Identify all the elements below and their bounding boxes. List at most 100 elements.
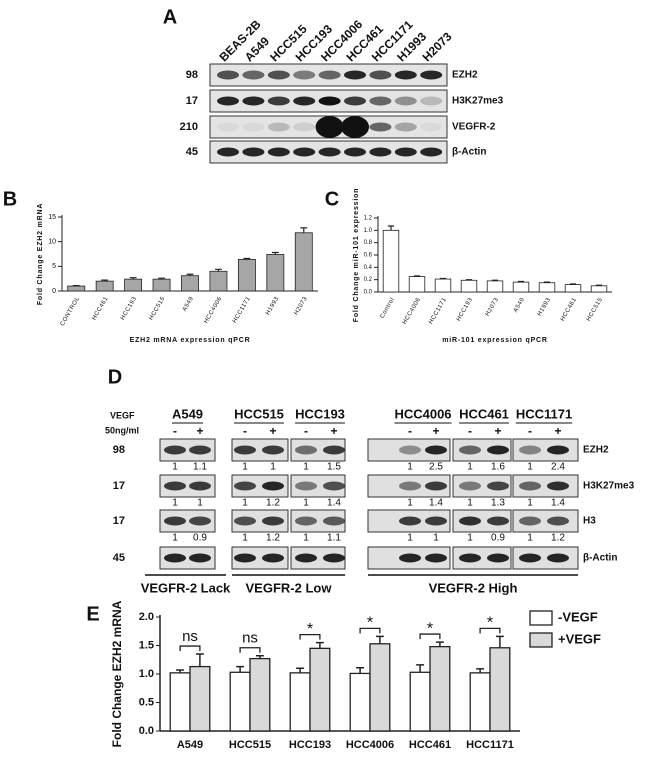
significance-label: * [307,621,313,638]
error-bar [595,284,603,286]
band [425,516,447,526]
bar [469,672,491,732]
lane-label: H2073 [420,29,455,64]
band [217,122,239,132]
error-bar [215,268,222,272]
bar [486,280,504,293]
class-label: VEGFR-2 High [429,580,518,595]
quantification: 1 [242,533,248,544]
bar [189,665,211,732]
quantification: 1 [242,498,248,509]
y-tick-label: 0.0 [364,290,373,296]
mw-label: 98 [113,444,125,456]
band [425,553,447,563]
error-bar [300,227,308,233]
y-tick-label: 0.5 [139,696,154,708]
bar [382,229,400,293]
band [164,553,186,563]
treatment-sign: + [554,424,561,438]
treatment-sign: + [196,424,203,438]
significance-bracket [179,645,201,652]
band [318,70,341,80]
x-tick-label: HCC515 [229,739,271,751]
blot-strip [231,474,289,498]
quantification: 1.4 [327,498,341,509]
band [267,122,290,132]
band [234,481,256,491]
x-axis-label: EZH2 mRNA expression qPCR [130,337,251,344]
error-bar [243,257,251,260]
bar [124,278,143,292]
row-label: H3K27me3 [583,481,635,492]
bar [349,672,371,732]
band [189,553,211,563]
legend-swatch [529,632,553,648]
y-tick-label: 1.0 [139,668,154,680]
band [295,445,317,455]
x-tick-label: HCC1171 [428,297,448,326]
quantification: 0.9 [193,533,207,544]
band [399,516,421,526]
x-tick-label: HCC515 [586,297,604,323]
group-label: HCC4006 [394,406,451,421]
blot-strip [452,474,512,498]
error-bar [158,277,165,280]
band [459,445,481,455]
bar [460,279,478,293]
quantification: 1 [172,533,178,544]
error-bar [476,668,485,673]
band [399,481,421,491]
band [262,516,284,526]
band [318,147,341,157]
band [459,516,481,526]
significance-bracket [239,647,261,653]
treatment-sign: - [528,424,532,438]
x-tick-label: HCC461 [92,296,110,322]
band [369,70,392,80]
significance-label: ns [242,630,258,647]
band [242,147,265,157]
band [262,481,284,491]
band [262,553,284,563]
x-tick-label: H2073 [294,296,309,317]
row-label: H3 [583,516,596,527]
bar [181,275,199,292]
treatment-sign: - [304,424,308,438]
bar [95,280,114,292]
band [323,516,345,526]
panel-label: E [86,603,99,625]
band [487,516,509,526]
treatment-label: VEGF [110,410,135,420]
quantification: 1 [407,498,413,509]
blot-strip [512,438,579,462]
y-tick-label: 1.5 [139,639,154,651]
x-axis-label: miR-101 expression qPCR [442,337,548,344]
band [262,445,284,455]
quantification: 1 [197,498,203,509]
bar [266,254,285,292]
band [487,445,509,455]
error-bar [236,665,245,673]
panel-label: B [3,188,17,210]
bar [152,278,171,292]
mw-label: 17 [186,95,198,107]
x-tick-label: HCC193 [289,739,331,751]
y-axis-label: Fold Change EZH2 mRNA [110,600,124,747]
quantification: 1 [303,533,309,544]
significance-bracket [479,627,501,634]
blot-strip [231,438,289,462]
treatment-sign: - [243,424,247,438]
quantification: 2.4 [551,462,565,473]
band [234,553,256,563]
band [344,96,366,106]
bar [590,285,608,293]
blot-strip [512,546,579,570]
error-bar [255,655,264,659]
band [164,516,186,526]
bar [169,672,191,732]
band [295,516,317,526]
quantification: 1 [172,498,178,509]
band [547,445,569,455]
band [487,553,509,563]
band [394,122,417,132]
